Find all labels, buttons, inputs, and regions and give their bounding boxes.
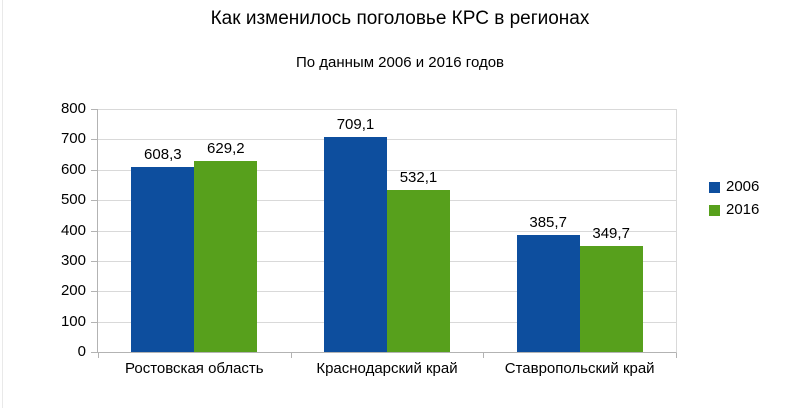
x-axis-category-label: Ставропольский край (504, 360, 655, 377)
value-label: 532,1 (399, 169, 438, 187)
bar-2016 (387, 190, 450, 352)
y-axis-tick (91, 169, 97, 171)
y-axis-tick-label: 800 (60, 100, 86, 117)
y-axis-tick (91, 109, 97, 110)
gridline (98, 169, 676, 171)
y-axis-tick-label: 400 (60, 221, 86, 239)
x-axis-category-label: Краснодарский край (316, 360, 458, 377)
value-label: 608,3 (144, 146, 182, 164)
y-axis-tick (91, 291, 97, 293)
y-axis-tick-label: 100 (60, 312, 86, 330)
value-label: 629,2 (207, 139, 245, 157)
x-axis-tick (676, 353, 677, 358)
chart-subtitle: По данным 2006 и 2016 годов (295, 54, 505, 71)
chart-legend: 2006 2016 (709, 179, 759, 225)
x-axis-tick (291, 353, 292, 358)
value-label: 349,7 (592, 224, 630, 242)
y-axis-tick-label: 200 (60, 282, 86, 300)
page-edge-line (2, 0, 3, 408)
bar-2006 (324, 136, 387, 352)
y-axis-tick (91, 352, 97, 353)
chart-title: Как изменилось поголовье КРС в регионах (210, 8, 590, 29)
bar-2006 (131, 167, 195, 352)
y-axis-tick-label: 600 (60, 160, 86, 178)
legend-label: 2016 (726, 201, 760, 218)
x-axis-tick (98, 353, 99, 358)
y-axis-tick-label: 0 (77, 343, 86, 360)
bar-2016 (579, 245, 643, 352)
y-axis-tick (91, 139, 97, 141)
y-axis-tick (91, 321, 97, 323)
y-axis-tick (91, 260, 97, 262)
legend-swatch-icon (709, 181, 720, 193)
legend-item-2016: 2016 (709, 202, 759, 218)
legend-item-2006: 2006 (709, 179, 759, 195)
y-axis-tick (91, 200, 97, 202)
legend-swatch-icon (709, 204, 720, 216)
y-axis-tick-label: 700 (60, 130, 86, 148)
gridline (98, 139, 676, 141)
bar-2006 (516, 234, 580, 352)
y-axis-tick-label: 300 (60, 251, 86, 269)
value-label: 385,7 (529, 213, 567, 231)
gridline (98, 109, 676, 110)
legend-label: 2006 (726, 178, 760, 195)
value-label: 709,1 (336, 115, 375, 133)
bar-2016 (194, 160, 258, 352)
plot-area: 0 100 200 300 400 500 600 700 800 608,3 629,2 Росто… (61, 101, 677, 377)
x-axis-tick (483, 353, 484, 358)
y-axis-tick-label: 500 (60, 191, 86, 209)
y-axis-tick (91, 230, 97, 232)
x-axis-category-label: Ростовская область (125, 360, 264, 377)
